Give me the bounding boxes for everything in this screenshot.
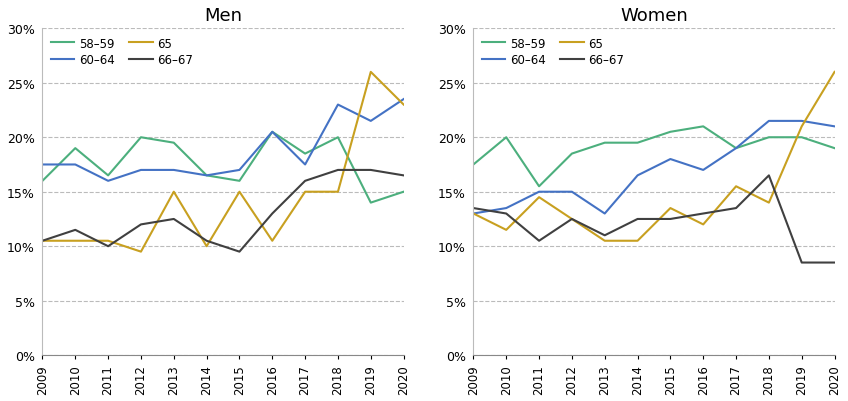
Title: Women: Women <box>620 7 688 25</box>
Title: Men: Men <box>204 7 242 25</box>
Legend: 58–59, 60–64, 65, 66–67: 58–59, 60–64, 65, 66–67 <box>48 35 196 69</box>
Legend: 58–59, 60–64, 65, 66–67: 58–59, 60–64, 65, 66–67 <box>479 35 627 69</box>
